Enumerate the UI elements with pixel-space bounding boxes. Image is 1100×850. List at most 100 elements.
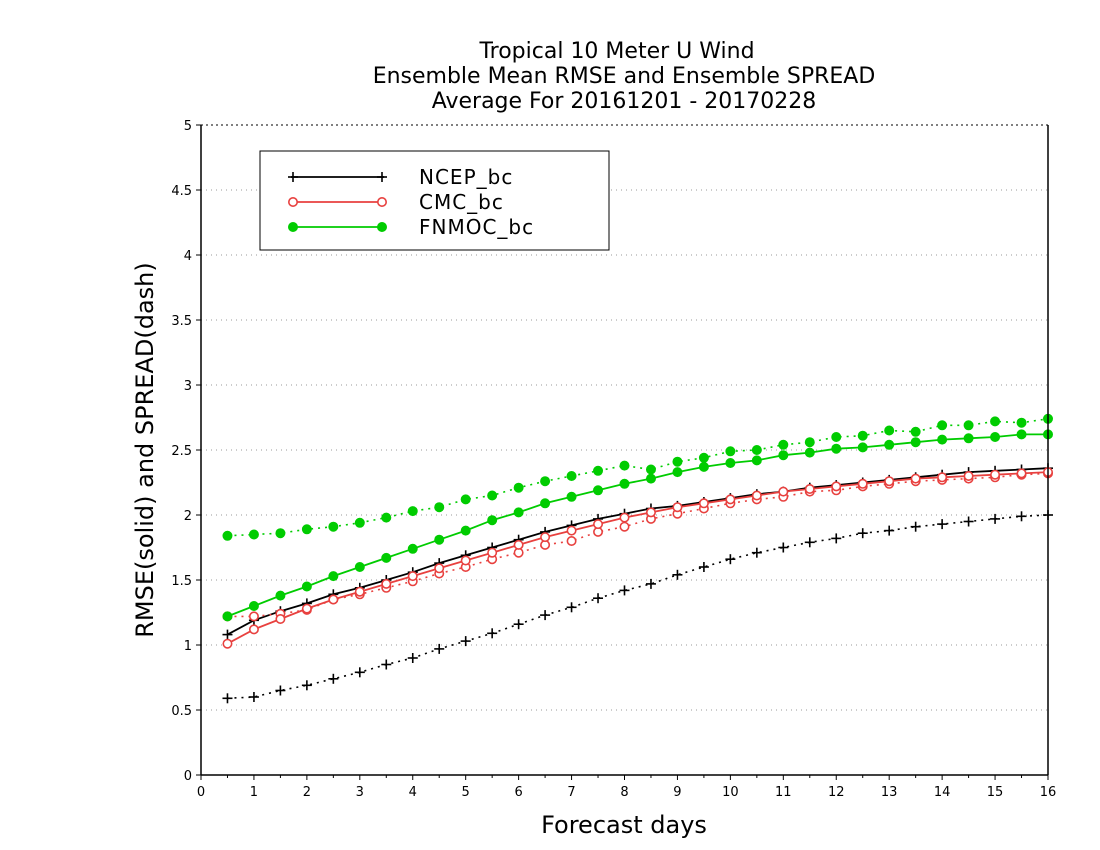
ncep-bc-spread-point <box>1016 511 1027 522</box>
ncep-bc-spread-point <box>645 578 656 589</box>
fnmoc-bc-rmse-point <box>1016 429 1027 440</box>
legend-marker-ncep-bc <box>377 172 387 182</box>
ncep-bc-spread-point <box>434 643 445 654</box>
series-ncep-bc <box>222 463 1053 704</box>
x-axis-label: Forecast days <box>541 811 707 839</box>
fnmoc-bc-rmse-point <box>540 498 551 509</box>
cmc-bc-rmse-point <box>910 473 921 484</box>
fnmoc-bc-rmse-point <box>857 442 868 453</box>
legend-label-cmc-bc: CMC_bc <box>419 190 504 214</box>
fnmoc-bc-spread-point <box>1016 417 1027 428</box>
ncep-bc-spread-point <box>540 610 551 621</box>
fnmoc-bc-spread-point <box>434 502 445 513</box>
fnmoc-bc-spread-point <box>884 425 895 436</box>
cmc-bc-rmse-point <box>857 478 868 489</box>
y-tick-label: 0 <box>184 769 192 784</box>
fnmoc-bc-spread-point <box>566 471 577 481</box>
ncep-bc-spread-point <box>990 513 1001 524</box>
cmc-bc-rmse-point <box>434 563 445 574</box>
fnmoc-bc-spread-point <box>778 439 789 450</box>
y-tick-label: 5 <box>184 119 192 134</box>
fnmoc-bc-spread-point <box>540 476 551 487</box>
x-tick-label: 4 <box>409 785 417 800</box>
fnmoc-bc-rmse-point <box>593 485 604 496</box>
legend-marker-cmc-bc <box>376 197 387 208</box>
fnmoc-bc-rmse-point <box>990 432 1001 442</box>
legend-label-fnmoc-bc: FNMOC_bc <box>419 215 534 239</box>
x-tick-label: 5 <box>462 785 470 800</box>
cmc-bc-rmse-point <box>487 547 498 558</box>
fnmoc-bc-spread-point <box>672 456 683 467</box>
y-tick-label: 4.5 <box>171 184 192 199</box>
fnmoc-bc-rmse-point <box>354 562 365 572</box>
fnmoc-bc-rmse-point <box>381 552 392 563</box>
y-tick-label: 2 <box>184 509 192 524</box>
ncep-bc-spread-point <box>778 542 789 553</box>
x-tick-label: 11 <box>775 785 792 800</box>
ncep-bc-spread-point <box>963 516 974 527</box>
cmc-bc-rmse-point <box>963 470 974 481</box>
cmc-bc-rmse-point <box>804 483 815 494</box>
y-tick-label: 4 <box>184 249 192 264</box>
cmc-bc-rmse-point <box>619 512 630 523</box>
fnmoc-bc-spread-point <box>487 490 498 501</box>
axes <box>196 124 1049 780</box>
fnmoc-bc-rmse-point <box>275 590 286 601</box>
fnmoc-bc-spread-point <box>963 420 974 431</box>
fnmoc-bc-rmse-point <box>804 447 815 458</box>
y-tick-label: 1 <box>184 639 192 654</box>
cmc-bc-rmse-point <box>990 469 1001 480</box>
ncep-bc-spread-point <box>937 519 948 530</box>
fnmoc-bc-rmse-point <box>434 534 445 545</box>
ncep-bc-rmse-point <box>222 629 233 640</box>
cmc-bc-rmse-point <box>566 525 577 536</box>
y-tick-label: 3 <box>184 379 192 394</box>
cmc-bc-rmse-point <box>222 638 233 649</box>
cmc-bc-rmse-point <box>1016 468 1027 479</box>
ncep-bc-spread-point <box>407 653 418 663</box>
cmc-bc-rmse-point <box>884 476 895 487</box>
fnmoc-bc-spread-point <box>725 446 736 457</box>
cmc-bc-rmse-point <box>751 490 762 501</box>
fnmoc-bc-rmse-point <box>937 434 948 445</box>
cmc-bc-rmse-point <box>540 532 551 543</box>
fnmoc-bc-rmse-point <box>222 611 233 622</box>
ncep-bc-spread-line <box>227 514 1049 700</box>
fnmoc-bc-rmse-point <box>698 461 709 472</box>
fnmoc-bc-rmse-point <box>566 491 577 502</box>
x-tick-label: 7 <box>567 785 575 800</box>
cmc-bc-rmse-point <box>328 594 339 605</box>
ncep-bc-spread-point <box>751 547 762 558</box>
chart-title-line-3: Average For 20161201 - 20170228 <box>432 89 817 114</box>
ncep-bc-spread-point <box>672 569 683 580</box>
fnmoc-bc-spread-point <box>990 416 1001 427</box>
y-axis-label: RMSE(solid) and SPREAD(dash) <box>131 262 159 638</box>
cmc-bc-spread-point <box>248 611 259 622</box>
fnmoc-bc-rmse-point <box>884 439 895 450</box>
fnmoc-bc-spread-point <box>619 460 630 471</box>
cmc-bc-rmse-point <box>381 578 392 589</box>
legend-marker-ncep-bc <box>288 172 298 182</box>
series-fnmoc-bc <box>222 413 1053 622</box>
fnmoc-bc-spread-point <box>910 426 921 437</box>
ncep-bc-spread-point <box>248 692 259 702</box>
fnmoc-bc-spread-point <box>751 445 762 455</box>
fnmoc-bc-rmse-line <box>227 433 1048 618</box>
cmc-bc-rmse-point <box>513 539 524 550</box>
fnmoc-bc-rmse-point <box>725 458 736 468</box>
legend-label-ncep-bc: NCEP_bc <box>419 165 513 189</box>
fnmoc-bc-spread-point <box>698 452 709 463</box>
x-tick-label: 3 <box>356 785 364 800</box>
cmc-bc-rmse-point <box>275 613 286 624</box>
ncep-bc-spread-point <box>910 521 921 532</box>
cmc-bc-rmse-point <box>937 472 948 483</box>
ncep-bc-spread-point <box>725 554 736 565</box>
fnmoc-bc-rmse-point <box>248 601 259 611</box>
fnmoc-bc-spread-point <box>857 430 868 441</box>
fnmoc-bc-rmse-point <box>460 525 471 536</box>
fnmoc-bc-rmse-point <box>672 467 683 478</box>
fnmoc-bc-rmse-point <box>301 581 312 592</box>
ncep-bc-spread-point <box>831 533 842 544</box>
